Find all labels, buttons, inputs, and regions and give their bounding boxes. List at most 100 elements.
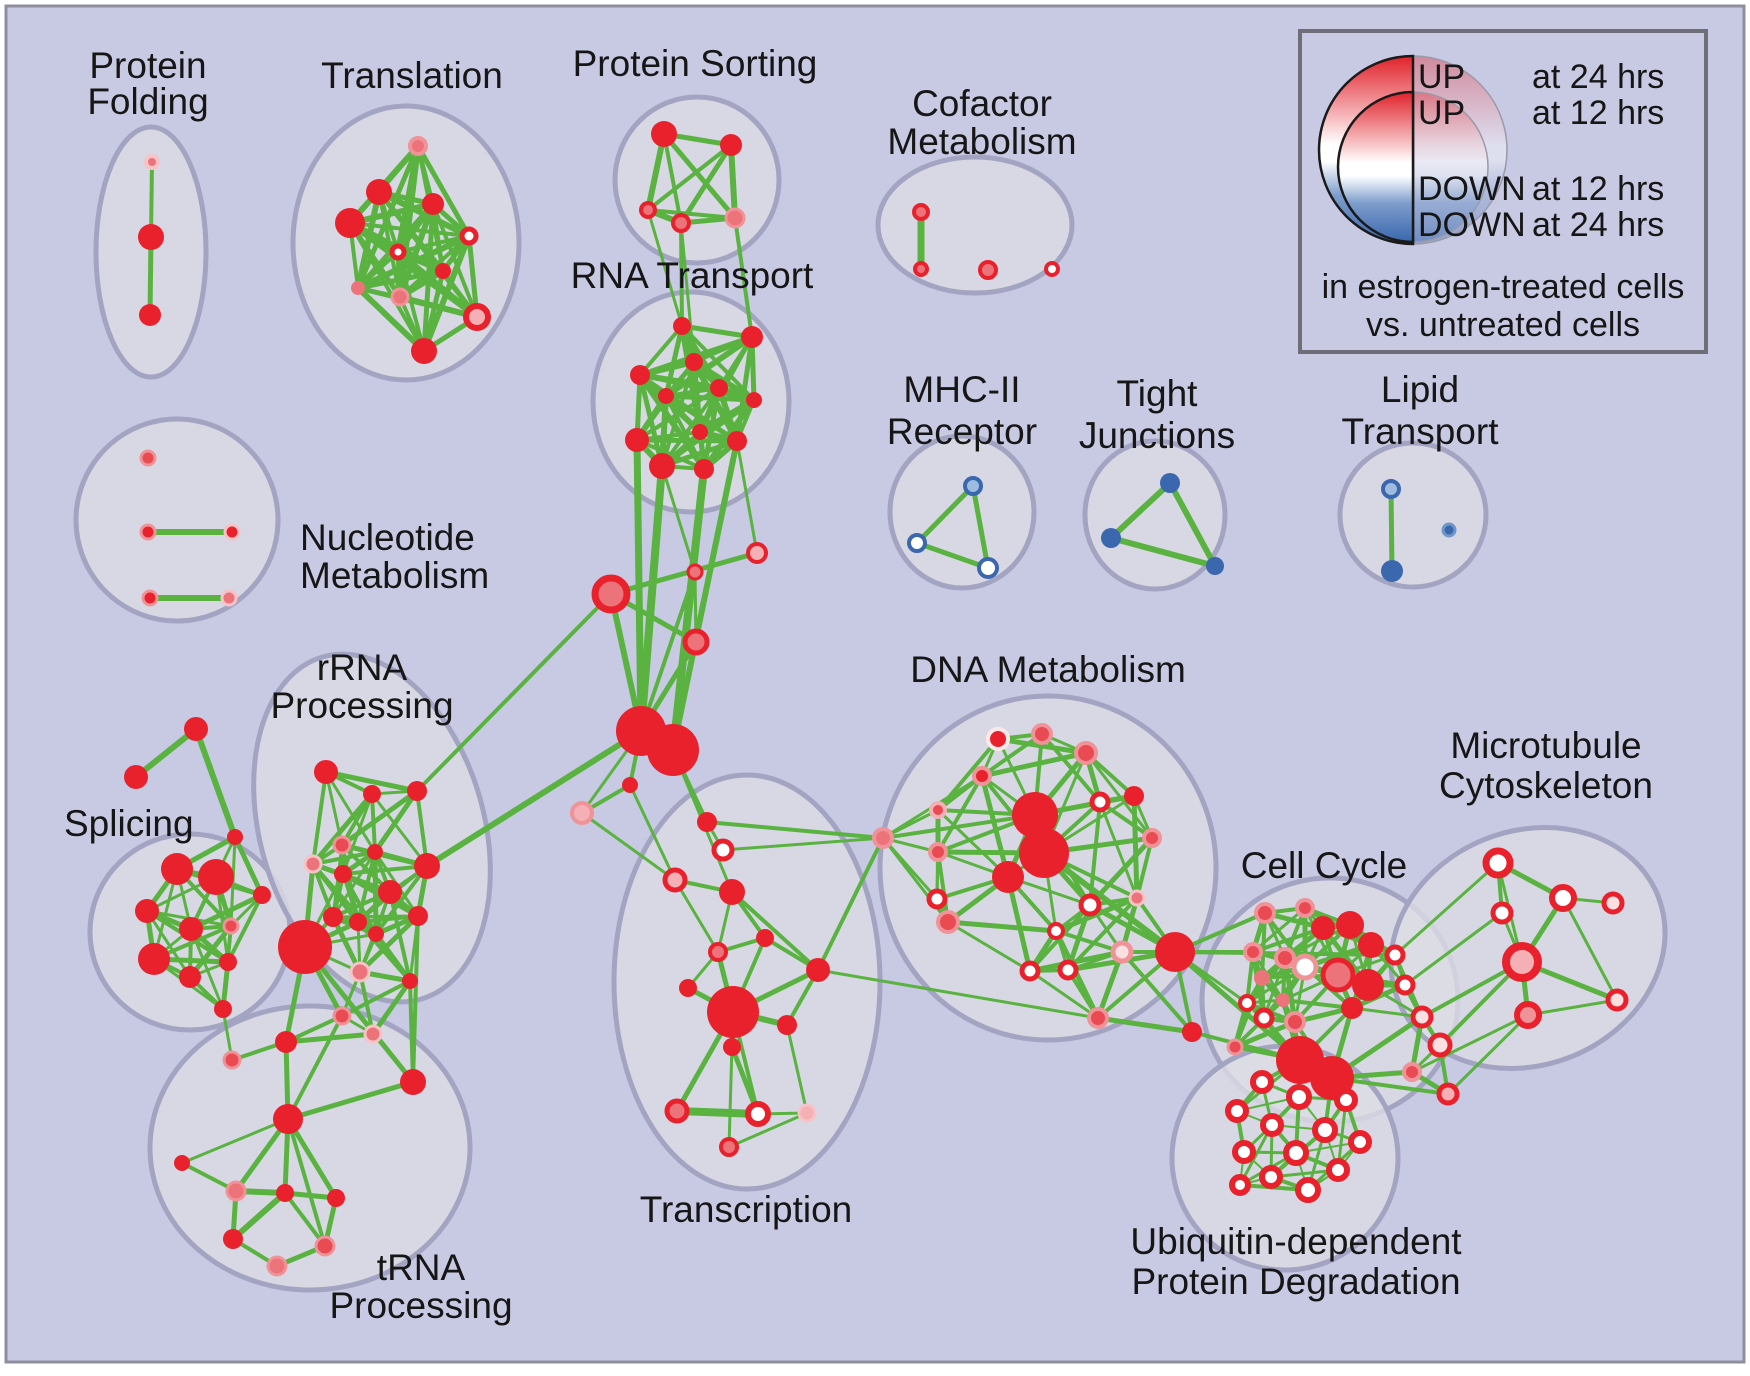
network-edge — [727, 1111, 809, 1149]
gene-node — [1047, 922, 1065, 940]
network-edge — [145, 909, 192, 979]
gene-node — [1312, 1117, 1338, 1143]
network-edge — [580, 811, 677, 882]
network-edge — [816, 836, 885, 972]
cluster-label: Cofactor — [912, 83, 1052, 124]
gene-node — [422, 193, 444, 215]
cluster-label: Protein — [89, 45, 206, 86]
network-edge — [311, 850, 377, 866]
network-edge — [785, 1023, 809, 1115]
gene-node — [414, 853, 440, 879]
gene-node — [1283, 1140, 1309, 1166]
gene-node — [673, 317, 691, 335]
cluster-ellipse-cofactor-metabolism — [875, 154, 1075, 296]
gene-node — [741, 326, 763, 348]
network-edge — [373, 931, 413, 984]
gene-node — [222, 917, 240, 935]
network-edge — [679, 323, 755, 340]
gene-node — [710, 379, 728, 397]
cluster-ellipse-lipid-transport — [1337, 440, 1489, 590]
gene-node — [1284, 1011, 1306, 1033]
network-edge — [705, 820, 885, 840]
gene-node — [1243, 942, 1263, 962]
gene-node — [977, 557, 999, 579]
gene-node — [1254, 902, 1276, 924]
gene-node — [275, 1031, 297, 1053]
cluster-label: rRNA — [317, 647, 408, 688]
gene-node — [335, 208, 365, 238]
gene-node — [662, 867, 688, 893]
network-edge — [945, 919, 1059, 934]
network-edge — [634, 437, 740, 444]
gene-node — [1226, 1038, 1244, 1056]
gene-node — [1286, 1084, 1312, 1110]
gene-node — [1291, 953, 1319, 981]
network-edge — [660, 464, 697, 574]
gene-node — [1124, 786, 1144, 806]
gene-node — [1436, 1082, 1460, 1106]
network-edge — [1410, 1013, 1530, 1074]
cluster-label: Processing — [270, 685, 453, 726]
gene-node — [720, 134, 742, 156]
gene-node — [1101, 528, 1121, 548]
legend-time-label: at 24 hrs — [1532, 206, 1664, 244]
gene-node — [797, 1103, 817, 1123]
gene-node — [1225, 1099, 1249, 1123]
network-edge — [936, 808, 1010, 879]
gene-node — [692, 424, 708, 440]
gene-node — [327, 1189, 345, 1207]
network-edge — [285, 1079, 416, 1122]
network-edge — [357, 913, 421, 975]
network-edge — [914, 483, 976, 546]
gene-node — [1019, 828, 1069, 878]
network-edge — [431, 202, 479, 319]
gene-node — [697, 812, 717, 832]
cluster-label: Lipid — [1381, 369, 1459, 410]
network-edge — [193, 726, 238, 840]
gene-node — [986, 727, 1010, 751]
gene-node — [1601, 891, 1625, 915]
network-edge — [608, 550, 760, 597]
legend-direction-label: DOWN — [1418, 170, 1526, 208]
cluster-ellipse-tight-junctions — [1082, 438, 1228, 592]
gene-node — [1182, 1022, 1202, 1042]
gene-node — [929, 801, 947, 819]
gene-node — [1502, 942, 1542, 982]
cluster-label: Translation — [321, 55, 503, 96]
cluster-ellipse-mhc2-receptor — [887, 433, 1037, 591]
gene-node — [214, 1000, 232, 1018]
legend-direction-label: UP — [1418, 94, 1465, 132]
gene-node — [1254, 970, 1270, 986]
network-edge — [635, 386, 721, 442]
gene-node — [746, 392, 762, 408]
cluster-label: tRNA — [377, 1247, 466, 1288]
gene-node — [707, 986, 759, 1038]
network-edge — [678, 142, 734, 226]
gene-node — [727, 431, 747, 451]
network-edge — [1167, 480, 1218, 569]
gene-node — [276, 1184, 294, 1202]
gene-node — [1482, 847, 1514, 879]
gene-node — [912, 203, 930, 221]
gene-node — [1441, 522, 1457, 538]
gene-node — [671, 213, 691, 233]
network-edge — [1446, 1013, 1530, 1096]
legend-note: in estrogen-treated cells — [1322, 268, 1685, 306]
gene-node — [756, 929, 774, 947]
gene-node — [1402, 1062, 1422, 1082]
gene-node — [253, 886, 271, 904]
network-edge — [721, 836, 885, 852]
gene-node — [1031, 723, 1053, 745]
legend-time-label: at 24 hrs — [1532, 58, 1664, 96]
network-edge — [1098, 800, 1154, 840]
gene-node — [1381, 560, 1403, 582]
gene-node — [223, 1229, 243, 1249]
network-edge — [310, 791, 375, 867]
gene-node — [647, 724, 699, 776]
network-edge — [1403, 911, 1504, 987]
gene-node — [138, 224, 164, 250]
gene-node — [266, 1255, 288, 1277]
gene-node — [625, 428, 649, 452]
network-edge — [1526, 998, 1619, 1017]
